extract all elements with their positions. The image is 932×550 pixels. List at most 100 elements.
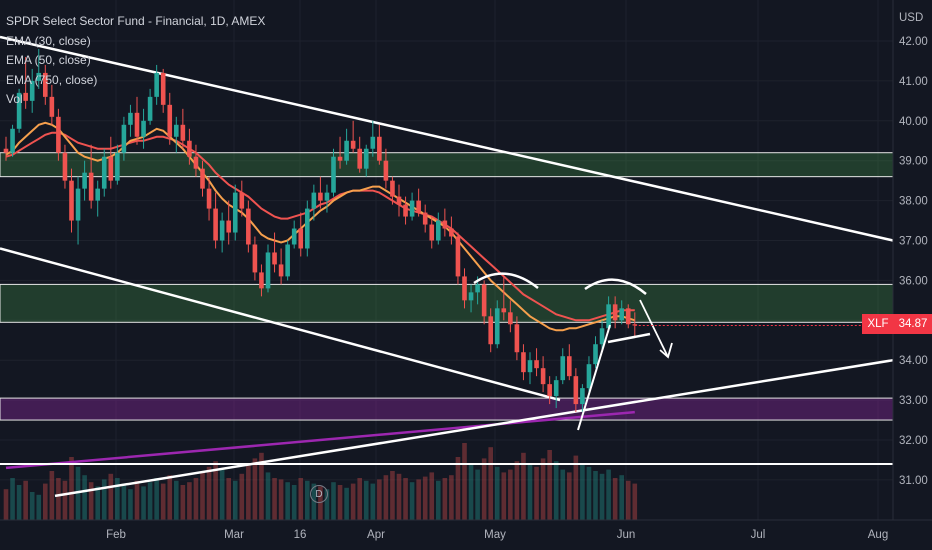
volume-bar [43,483,48,520]
volume-bar [206,466,212,520]
zone-purple-2 [0,397,894,421]
x-tick-label: Mar [224,529,244,541]
ema750-line [5,410,635,470]
candle [442,208,448,237]
candle [573,368,579,413]
candle-body [88,172,94,201]
volume-bar [540,458,546,520]
candle-body [573,376,579,405]
candle-body [331,156,336,193]
candle-body [29,80,35,101]
legend-volume[interactable]: Vol [6,92,23,106]
candle [422,204,428,233]
candle [115,144,120,185]
candle-body [396,196,402,205]
currency-label: USD [899,12,923,24]
candle [108,136,114,189]
candle [200,160,205,197]
candle-body [16,92,22,129]
candle [49,84,55,125]
candle [56,108,61,161]
volume-bar [508,469,513,520]
candle-body [534,360,539,369]
candle-body [370,136,376,149]
candle [167,92,173,145]
candle [121,116,127,161]
trendline-2 [54,358,894,498]
candle-body [324,192,330,201]
candle-body [219,220,225,241]
volume-bar [632,483,638,520]
candle [534,348,539,377]
legend-ema750[interactable]: EMA (750, close) [6,72,98,87]
candle-body [632,324,638,326]
volume-bar [160,483,166,520]
candle-body [232,192,238,233]
top-arc-1 [473,272,539,289]
volume-bar [344,487,349,520]
volume-bar [121,483,127,520]
candle-body [141,120,146,137]
volume-bar [534,466,539,520]
candle-body [363,148,369,169]
candle [128,104,133,137]
candle-body [75,188,81,221]
volume-bar [187,482,192,520]
volume-bar [291,485,297,520]
candle-body [494,308,500,345]
legend-title: SPDR Select Sector Fund - Financial, 1D,… [6,14,266,28]
candle-body [101,156,107,189]
candle [344,128,349,165]
candle [29,68,35,113]
candle-body [383,160,389,181]
candle [560,348,566,385]
dividend-marker-icon[interactable]: D [310,485,328,503]
volume-bar [219,469,225,520]
candle [416,188,421,217]
candle [246,200,251,253]
candle [599,320,605,353]
volume-bar [115,478,120,520]
volume-bar [226,478,231,520]
legend-ema50[interactable]: EMA (50, close) [6,53,91,67]
candle [239,180,245,217]
candle [521,344,526,381]
volume-bar [174,480,179,520]
volume-bar [239,473,245,520]
candle [75,176,81,245]
x-tick-label: Apr [367,529,385,541]
volume-bar [134,480,140,520]
volume-bar [612,478,618,520]
volume-bar [62,480,68,520]
candle-body [344,140,349,161]
volume-bar [337,485,343,520]
candle [101,148,107,197]
y-tick-label: 32.00 [899,435,928,447]
candle-body [226,220,231,233]
trendline-0 [0,35,894,242]
candle-body [128,112,133,125]
volume-bar [49,471,55,520]
candle [409,192,415,221]
candle-body [95,188,100,201]
candle-body [272,252,277,265]
candle-body [167,104,173,137]
volume-bar [272,478,277,520]
candle-body [422,212,428,225]
y-tick-label: 42.00 [899,36,928,48]
candle-body [514,324,520,353]
volume-bar [36,494,42,520]
candle [580,384,585,413]
candle-body [403,204,408,217]
candle-body [593,344,598,365]
volume-bar [363,480,369,520]
candle-body [337,156,343,161]
chart-legend: SPDR Select Sector Fund - Financial, 1D,… [6,12,265,110]
candle-body [82,172,87,189]
neckline [607,332,651,344]
legend-ema30[interactable]: EMA (30, close) [6,33,91,48]
candle [213,192,218,249]
volume-bar [350,483,356,520]
candle-body [377,136,382,161]
